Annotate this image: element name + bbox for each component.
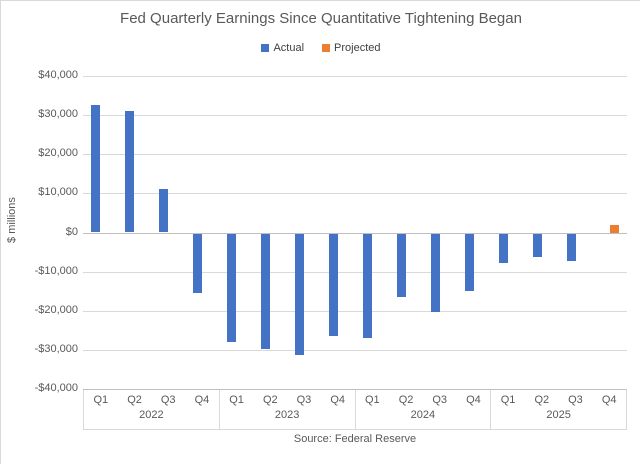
x-axis: Q1 Q2 Q3 Q4 2022 Q1 Q2 Q3 Q4 2023 Q1 Q2 Q3 Q4 2024 Q1 Q2… [83,389,627,430]
y-tick-label: -$10,000 [34,265,78,277]
x-axis-group-2025: Q1 Q2 Q3 Q4 2025 [490,390,626,429]
gridline [83,272,627,273]
legend-item-actual: Actual [261,42,304,54]
x-axis-quarter-label: Q3 [296,394,312,406]
bar-actual-2025-q2 [533,234,542,257]
x-axis-quarter-label: Q4 [330,394,345,406]
bar-actual-2024-q2 [397,234,406,297]
x-axis-quarter-label: Q3 [568,394,583,406]
bar-actual-2022-q2 [125,111,134,232]
quarter-row: Q1 Q2 Q3 Q4 [356,390,491,406]
x-axis-group-2022: Q1 Q2 Q3 Q4 2022 [83,390,219,429]
gridline [83,115,627,116]
x-axis-quarter-label: Q1 [229,394,244,406]
y-tick-label: $30,000 [38,108,78,120]
bar-actual-2025-q3 [567,234,576,261]
quarter-row: Q1 Q2 Q3 Q4 [491,390,626,406]
legend-label: Projected [334,42,381,54]
gridline [83,350,627,351]
x-axis-quarter-label: Q2 [127,394,142,406]
legend-item-projected: Projected [322,42,381,54]
y-tick-label: -$30,000 [34,343,78,355]
x-axis-quarter-label: Q1 [500,394,516,406]
y-tick-label: $0 [65,226,78,238]
bar-actual-2023-q4 [329,234,338,336]
x-axis-quarter-label: Q3 [160,394,176,406]
x-axis-quarter-label: Q4 [601,394,617,406]
quarter-row: Q1 Q2 Q3 Q4 [220,390,355,406]
legend-swatch-icon [322,44,331,52]
bar-actual-2022-q4 [193,234,202,293]
y-tick-label: $10,000 [38,186,78,198]
x-axis-quarter-label: Q4 [466,394,481,406]
x-axis-quarter-label: Q1 [365,394,380,406]
x-axis-group-2024: Q1 Q2 Q3 Q4 2024 [354,390,491,429]
x-axis-year-label: 2025 [546,409,571,421]
gridline [83,154,627,155]
legend-swatch-icon [261,44,270,52]
x-axis-quarter-label: Q4 [194,394,210,406]
bar-actual-2024-q4 [465,234,474,291]
bar-actual-2025-q1 [499,234,508,263]
bar-projected-2025-q4 [610,225,619,233]
x-axis-year-label: 2023 [274,409,300,421]
quarter-row: Q1 Q2 Q3 Q4 [84,390,219,406]
x-axis-quarter-label: Q3 [432,394,448,406]
x-axis-quarter-label: Q1 [93,394,109,406]
legend-label: Actual [273,42,305,54]
x-axis-quarter-label: Q2 [534,394,550,406]
bar-actual-2024-q3 [431,234,440,312]
legend: Actual Projected [1,42,640,54]
x-axis-quarter-label: Q2 [262,394,278,406]
bar-actual-2023-q1 [227,234,236,342]
bar-actual-2024-q1 [363,234,372,338]
gridline [83,193,627,194]
bar-actual-2022-q1 [91,105,100,232]
y-tick-label: -$40,000 [34,382,78,394]
zero-axis-line [83,233,627,234]
bar-actual-2022-q3 [159,189,168,232]
x-axis-year-label: 2022 [139,409,164,421]
bar-actual-2023-q3 [295,234,304,355]
gridline [83,311,627,312]
y-tick-label: $20,000 [38,147,78,159]
x-axis-year-label: 2024 [410,409,436,421]
gridline [83,76,627,77]
chart-title: Fed Quarterly Earnings Since Quantitativ… [120,10,522,27]
source-note: Source: Federal Reserve [293,433,417,445]
bar-actual-2023-q2 [261,234,270,349]
x-axis-group-2023: Q1 Q2 Q3 Q4 2023 [218,390,355,429]
y-tick-label: $40,000 [38,69,78,81]
plot-area [83,76,627,390]
x-axis-quarter-label: Q2 [398,394,414,406]
y-tick-label: -$20,000 [34,304,78,316]
